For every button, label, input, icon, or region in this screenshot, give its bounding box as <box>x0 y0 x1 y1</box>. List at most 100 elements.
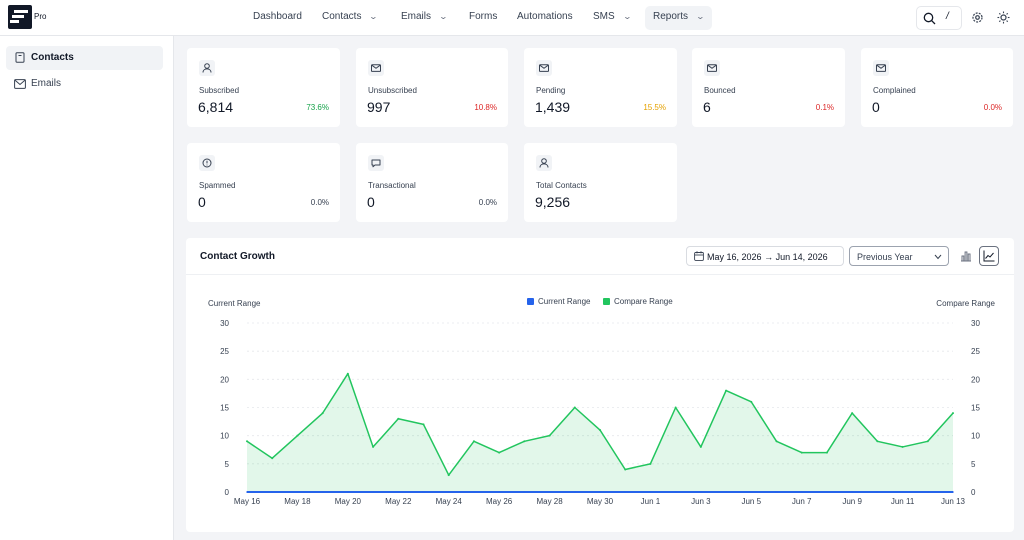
current-range-point <box>800 491 803 493</box>
line-chart-toggle[interactable] <box>979 246 999 266</box>
message-icon <box>368 155 384 171</box>
sidebar-item-label: Emails <box>31 78 62 89</box>
y-tick-label-left: 0 <box>225 488 230 497</box>
compare-range-point <box>523 440 526 443</box>
current-range-point <box>952 491 954 493</box>
current-range-point <box>473 491 475 493</box>
current-range-point <box>674 491 677 493</box>
mail-icon <box>704 60 720 76</box>
x-tick-label: May 20 <box>335 497 362 506</box>
compare-range-point <box>447 474 450 477</box>
date-start[interactable]: May 16, 2026 <box>707 252 762 262</box>
stat-percent: 0.0% <box>310 198 329 207</box>
compare-range-area <box>247 373 953 492</box>
current-range-point <box>372 491 374 493</box>
stat-card-pending: Pending 1,439 15.5% <box>524 48 677 127</box>
sun-icon[interactable] <box>997 11 1010 24</box>
stat-card-total-contacts: Total Contacts 9,256 <box>524 143 677 222</box>
current-range-point <box>397 491 400 493</box>
stat-percent: 15.5% <box>643 103 666 112</box>
current-range-point <box>775 491 778 493</box>
legend-compare-range[interactable]: Compare Range <box>603 297 673 306</box>
chevron-down-icon: ⌄ <box>438 12 449 21</box>
sidebar-item-contacts[interactable]: Contacts <box>6 46 163 70</box>
divider <box>186 274 1014 275</box>
stat-card-bounced: Bounced 6 0.1% <box>692 48 845 127</box>
compare-range-point <box>725 389 728 392</box>
nav-automations[interactable]: Automations <box>517 11 573 22</box>
current-range-point <box>447 491 450 493</box>
y-tick-label-right: 25 <box>971 347 980 356</box>
nav-emails[interactable]: Emails ⌄ <box>401 6 449 30</box>
line-chart-icon <box>983 250 995 262</box>
stat-label: Transactional <box>368 181 416 190</box>
user-icon <box>199 60 215 76</box>
y-tick-label-right: 5 <box>971 460 976 469</box>
current-range-point <box>599 491 601 493</box>
bar-chart-toggle[interactable] <box>956 246 976 266</box>
compare-range-point <box>296 434 299 437</box>
compare-range-point <box>498 451 501 454</box>
date-range-picker[interactable]: May 16, 2026 → Jun 14, 2026 <box>686 246 844 266</box>
user-icon <box>536 155 552 171</box>
y-tick-label-right: 10 <box>971 432 980 441</box>
nav-contacts[interactable]: Contacts ⌄ <box>322 6 379 30</box>
nav-dashboard[interactable]: Dashboard <box>253 11 302 22</box>
stat-label: Bounced <box>704 86 736 95</box>
stat-percent: 73.6% <box>306 103 329 112</box>
y-tick-label-left: 20 <box>220 375 229 384</box>
compare-range-point <box>825 451 828 454</box>
chevron-down-icon <box>934 254 942 260</box>
chevron-down-icon: ⌄ <box>695 12 706 21</box>
search-box[interactable]: / <box>916 6 962 30</box>
stat-value: 0 <box>198 194 206 210</box>
stat-value: 0 <box>367 194 375 210</box>
compare-range-point <box>548 434 551 437</box>
y-axis-left-title: Current Range <box>208 299 261 308</box>
nav-sms[interactable]: SMS ⌄ <box>593 6 632 30</box>
stat-card-complained: Complained 0 0.0% <box>861 48 1013 127</box>
compare-range-point <box>246 440 248 443</box>
compare-period-select[interactable]: Previous Year <box>849 246 949 266</box>
stat-value: 1,439 <box>535 99 571 115</box>
stat-card-subscribed: Subscribed 6,814 73.6% <box>187 48 340 127</box>
app-logo[interactable] <box>8 5 32 29</box>
contact-growth-panel: Contact Growth May 16, 2026 → Jun 14, 20… <box>186 238 1014 532</box>
compare-range-point <box>346 372 349 375</box>
compare-range-point <box>649 462 652 465</box>
gear-icon[interactable] <box>971 11 984 24</box>
compare-range-point <box>775 440 778 443</box>
x-tick-label: May 16 <box>234 497 261 506</box>
envelope-icon <box>14 79 26 89</box>
current-range-point <box>725 491 727 493</box>
compare-range-point <box>876 440 879 443</box>
current-range-point <box>523 491 526 493</box>
stat-card-unsubscribed: Unsubscribed 997 10.8% <box>356 48 508 127</box>
current-range-point <box>624 491 627 493</box>
date-end[interactable]: Jun 14, 2026 <box>775 252 828 262</box>
x-tick-label: Jun 11 <box>891 497 915 506</box>
legend-swatch <box>603 298 610 305</box>
nav-forms[interactable]: Forms <box>469 11 498 22</box>
x-tick-label: May 30 <box>587 497 614 506</box>
search-icon[interactable] <box>923 12 936 25</box>
calendar-icon <box>694 251 704 261</box>
compare-range-point <box>372 445 375 448</box>
sidebar-item-emails[interactable]: Emails <box>6 72 163 96</box>
nav-reports[interactable]: Reports ⌄ <box>645 6 712 30</box>
y-tick-label-right: 0 <box>971 488 976 497</box>
top-bar: Pro Dashboard Contacts ⌄ Emails ⌄ Forms Au… <box>0 0 1024 36</box>
y-tick-label-left: 30 <box>220 319 229 328</box>
compare-range-point <box>573 406 576 409</box>
y-tick-label-left: 15 <box>220 404 229 413</box>
current-range-point <box>548 491 551 493</box>
contacts-book-icon <box>15 52 25 63</box>
legend-current-range[interactable]: Current Range <box>527 297 590 306</box>
current-range-point <box>750 491 753 493</box>
stat-value: 6 <box>703 99 711 115</box>
compare-range-point <box>750 400 753 403</box>
x-tick-label: May 28 <box>536 497 563 506</box>
stat-label: Subscribed <box>199 86 240 95</box>
x-tick-label: May 24 <box>436 497 463 506</box>
mail-icon <box>368 60 384 76</box>
